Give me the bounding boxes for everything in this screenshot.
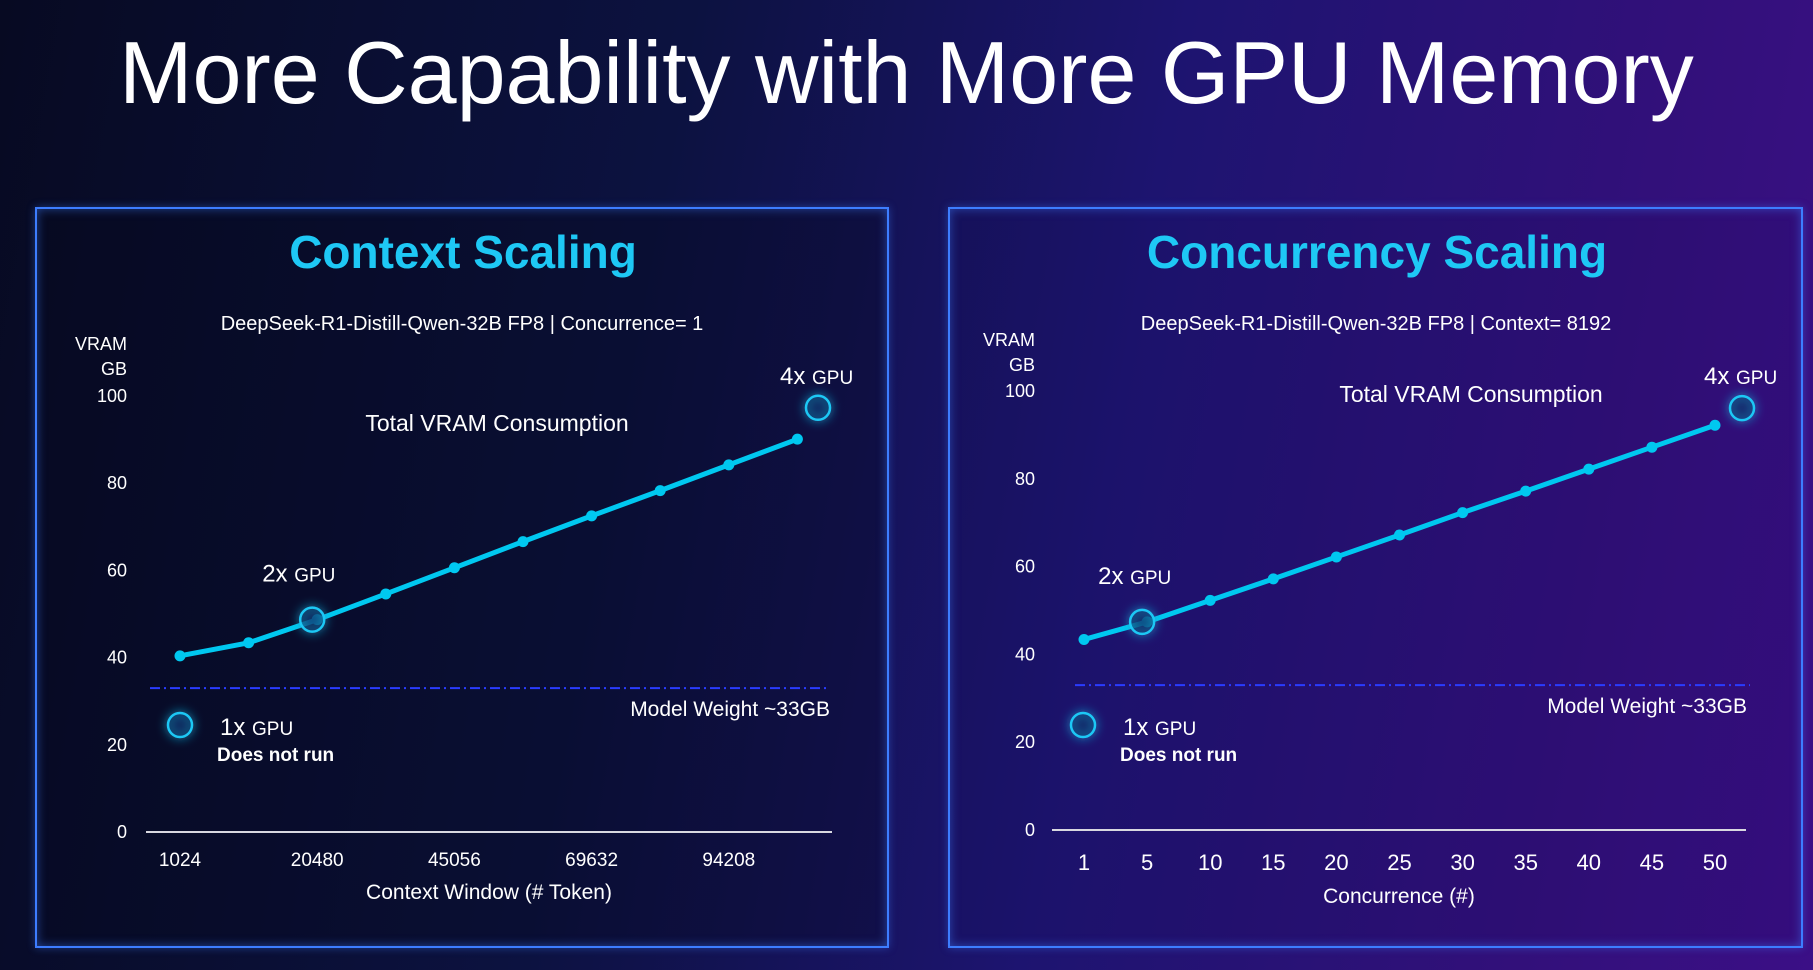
gpu-4x-marker-icon — [804, 394, 832, 422]
gpu-1x-marker-icon — [166, 711, 194, 739]
y-tick-label: 20 — [1015, 732, 1035, 752]
gpu-4x-label: 4x GPU — [1704, 363, 1777, 390]
y-axis-label-unit: GB — [101, 359, 127, 379]
data-point — [1520, 485, 1532, 497]
gpu-2x-marker-icon — [1128, 608, 1156, 636]
y-tick-label: 20 — [107, 735, 127, 755]
data-point — [1583, 463, 1595, 475]
context-scaling-title: Context Scaling — [289, 226, 637, 278]
y-tick-label: 60 — [107, 560, 127, 580]
x-tick-label: 10 — [1198, 850, 1222, 875]
does-not-run-label: Does not run — [1120, 745, 1237, 766]
data-point — [1394, 529, 1405, 541]
x-tick-label: 20 — [1324, 850, 1348, 875]
data-point — [586, 510, 598, 522]
x-tick-label: 35 — [1513, 850, 1537, 875]
x-tick-label: 25 — [1387, 850, 1411, 875]
y-tick-label: 100 — [97, 386, 127, 406]
x-tick-label: 30 — [1450, 850, 1474, 875]
y-axis-label-unit: GB — [1009, 355, 1035, 375]
x-axis-title: Concurrence (#) — [1323, 885, 1475, 908]
x-tick-label: 5 — [1141, 850, 1153, 875]
x-tick-label: 40 — [1577, 850, 1601, 875]
gpu-4x-marker-icon — [1728, 394, 1756, 422]
y-tick-label: 80 — [107, 473, 127, 493]
y-tick-label: 40 — [107, 648, 127, 668]
data-point — [1457, 507, 1469, 519]
x-tick-label: 45 — [1640, 850, 1664, 875]
concurrency-series-label: Total VRAM Consumption — [1339, 381, 1603, 407]
gpu-2x-marker-icon — [298, 606, 326, 633]
x-tick-label: 20480 — [291, 850, 344, 871]
context-scaling-subtitle: DeepSeek-R1-Distill-Qwen-32B FP8 | Concu… — [220, 313, 704, 335]
concurrency-scaling-subtitle: DeepSeek-R1-Distill-Qwen-32B FP8 | Conte… — [1140, 313, 1612, 335]
y-tick-label: 60 — [1015, 557, 1035, 577]
x-tick-label: 1024 — [159, 850, 202, 871]
data-point — [654, 485, 666, 497]
data-point — [517, 536, 529, 548]
context-series-label: Total VRAM Consumption — [365, 410, 629, 436]
x-tick-label: 1 — [1078, 850, 1090, 875]
concurrency-scaling-panel — [948, 207, 1803, 948]
x-tick-label: 69632 — [565, 850, 618, 871]
data-point — [243, 637, 255, 649]
gpu-2x-label: 2x GPU — [262, 561, 335, 588]
y-tick-label: 100 — [1005, 381, 1035, 401]
gpu-2x-label: 2x GPU — [1098, 563, 1171, 590]
model-weight-label: Model Weight ~33GB — [1547, 695, 1747, 718]
x-tick-label: 50 — [1703, 850, 1727, 875]
gpu-4x-label: 4x GPU — [780, 363, 853, 390]
data-point — [1267, 573, 1279, 585]
gpu-1x-label: 1x GPU — [220, 714, 293, 741]
gpu-1x-label: 1x GPU — [1123, 714, 1196, 741]
x-tick-label: 45056 — [428, 850, 481, 871]
x-axis-title: Context Window (# Token) — [366, 881, 612, 904]
y-axis-label: VRAM — [75, 334, 127, 354]
x-tick-label: 94208 — [702, 850, 755, 871]
data-point — [380, 588, 392, 600]
y-tick-label: 0 — [117, 822, 127, 842]
model-weight-label: Model Weight ~33GB — [630, 698, 830, 721]
data-point — [174, 650, 186, 662]
does-not-run-label: Does not run — [217, 745, 334, 766]
data-point — [1078, 633, 1090, 645]
page-title: More Capability with More GPU Memory — [119, 23, 1694, 122]
data-point — [1330, 551, 1342, 563]
y-axis-label: VRAM — [983, 330, 1035, 350]
vram-series-line — [179, 436, 799, 659]
concurrency-scaling-title: Concurrency Scaling — [1146, 226, 1608, 278]
x-tick-label: 15 — [1261, 850, 1285, 875]
data-point — [1709, 419, 1721, 431]
data-point — [448, 562, 460, 574]
y-tick-label: 40 — [1015, 644, 1035, 664]
gpu-1x-marker-icon — [1069, 711, 1097, 739]
data-point — [1646, 441, 1658, 453]
data-point — [723, 459, 735, 471]
y-tick-label: 80 — [1015, 469, 1035, 489]
data-point — [791, 433, 803, 445]
y-tick-label: 0 — [1025, 820, 1035, 840]
data-point — [1204, 594, 1216, 606]
context-scaling-panel — [35, 207, 889, 948]
